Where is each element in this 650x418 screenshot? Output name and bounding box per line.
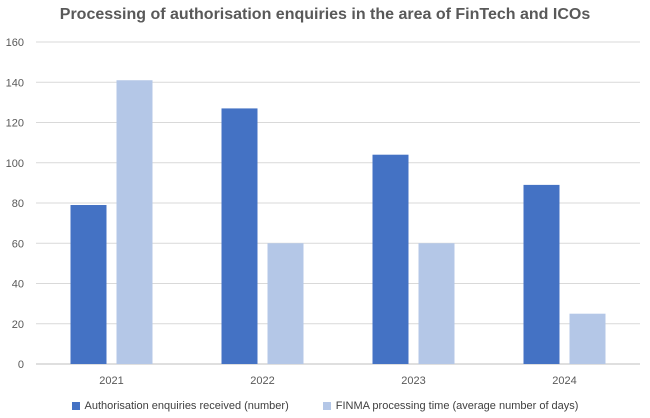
y-tick-label: 140 (6, 77, 24, 89)
y-tick-label: 80 (12, 198, 24, 210)
legend-swatch-enquiries (71, 402, 80, 410)
y-tick-label: 20 (12, 319, 24, 331)
legend-item-processing-time: FINMA processing time (average number of… (322, 400, 579, 412)
bar (372, 154, 409, 364)
legend: Authorisation enquiries received (number… (0, 400, 650, 412)
x-tick-label: 2021 (99, 375, 123, 387)
y-tick-label: 160 (6, 37, 24, 49)
bar (569, 313, 606, 364)
x-tick-label: 2023 (401, 375, 425, 387)
x-tick-label: 2024 (552, 375, 576, 387)
legend-label-processing-time: FINMA processing time (average number of… (335, 400, 579, 412)
y-tick-label: 0 (18, 359, 24, 371)
y-tick-label: 100 (6, 158, 24, 170)
bar (116, 80, 153, 365)
legend-swatch-processing-time (322, 402, 331, 410)
x-tick-label: 2022 (250, 375, 274, 387)
bar (418, 243, 455, 364)
bar (523, 184, 560, 364)
y-tick-label: 60 (12, 238, 24, 250)
bar (221, 108, 258, 364)
bar (70, 205, 107, 364)
chart-title: Processing of authorisation enquiries in… (59, 6, 591, 23)
legend-item-enquiries: Authorisation enquiries received (number… (71, 400, 289, 412)
y-tick-label: 40 (12, 279, 24, 291)
bar (267, 243, 304, 364)
legend-label-enquiries: Authorisation enquiries received (number… (84, 400, 289, 412)
y-tick-label: 120 (6, 118, 24, 130)
